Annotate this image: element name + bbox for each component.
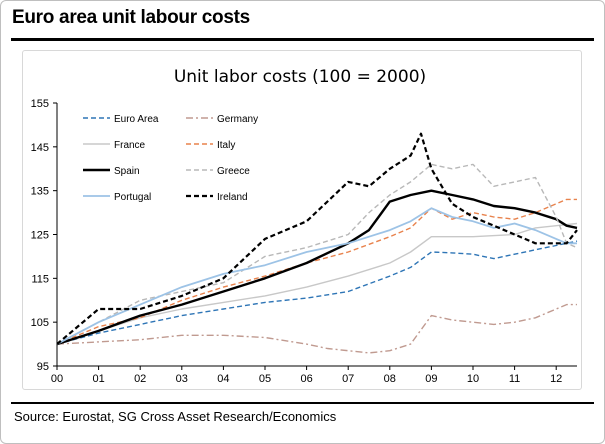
x-tick-label: 04 [217, 373, 229, 385]
x-tick-label: 00 [51, 373, 63, 385]
chart-series-group [56, 132, 578, 354]
y-tick-label: 145 [31, 142, 49, 154]
series-line-greece [56, 163, 578, 345]
x-tick-label: 01 [92, 373, 104, 385]
x-tick-label: 08 [384, 373, 396, 385]
series-line-euro-area [56, 240, 578, 345]
series-line-portugal [56, 207, 577, 345]
chart-axes: 95 105 115 125 135 145 155 00 01 02 03 04 05 06 07 08 09… [31, 98, 577, 385]
legend-label-italy: Italy [217, 140, 235, 151]
series-line-spain [56, 189, 578, 346]
legend-label-euro-area: Euro Area [114, 114, 159, 125]
y-tick-label: 115 [31, 273, 49, 285]
series-line-germany [56, 303, 577, 354]
series-line-ireland [56, 132, 578, 345]
legend-label-greece: Greece [217, 166, 250, 177]
series-line-france [56, 222, 578, 345]
x-tick-label: 07 [342, 373, 354, 385]
chart-title: Unit labor costs (100 = 2000) [174, 67, 426, 87]
y-tick-label: 105 [31, 317, 49, 329]
x-tick-label: 06 [300, 373, 312, 385]
x-tick-label: 05 [259, 373, 271, 385]
x-tick-label: 12 [550, 373, 562, 385]
header-rule [11, 38, 594, 41]
legend-label-france: France [114, 140, 146, 151]
chart-legend: Euro Area Germany France Italy Spain Greece Po… [83, 114, 258, 203]
x-tick-label: 11 [509, 373, 520, 385]
x-tick-label: 03 [176, 373, 188, 385]
footer-rule [11, 402, 594, 404]
chart-panel [22, 50, 582, 390]
y-tick-label: 135 [31, 186, 49, 198]
x-tick-label: 09 [425, 373, 437, 385]
y-tick-label: 155 [31, 98, 49, 110]
series-line-italy [56, 198, 577, 345]
x-tick-label: 10 [467, 373, 479, 385]
y-tick-label: 95 [37, 361, 49, 373]
legend-label-ireland: Ireland [217, 192, 248, 203]
x-tick-label: 02 [134, 373, 146, 385]
page-title: Euro area unit labour costs [12, 7, 250, 28]
legend-label-spain: Spain [114, 166, 140, 177]
y-tick-label: 125 [31, 230, 49, 242]
source-note: Source: Eurostat, SG Cross Asset Researc… [14, 409, 337, 424]
legend-label-germany: Germany [217, 114, 258, 125]
legend-label-portugal: Portugal [114, 192, 151, 203]
